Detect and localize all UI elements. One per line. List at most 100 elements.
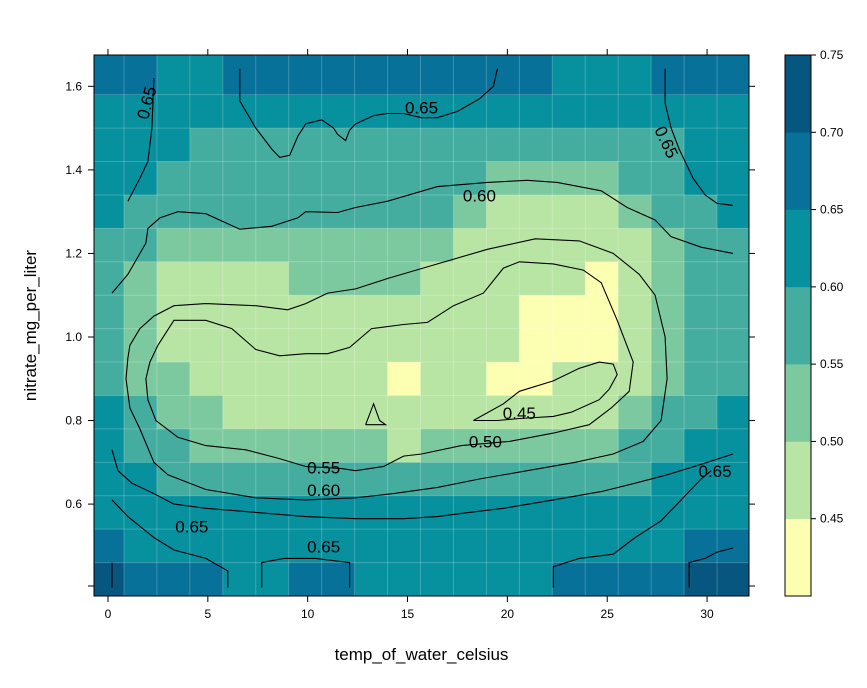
heatmap-cell xyxy=(684,362,718,396)
heatmap-cell xyxy=(552,295,586,330)
contour-label: 0.55 xyxy=(307,458,340,477)
heatmap-cell xyxy=(255,529,290,564)
contour-line xyxy=(664,68,734,206)
heatmap-cell xyxy=(453,261,487,296)
heatmap-cell xyxy=(420,529,454,564)
heatmap-cell xyxy=(717,328,750,363)
colorkey-swatch xyxy=(785,286,811,365)
heatmap-cell xyxy=(222,495,257,530)
heatmap-cell xyxy=(189,228,224,263)
heatmap-cell xyxy=(717,395,750,430)
heatmap-cell xyxy=(552,94,586,129)
heatmap-cell xyxy=(321,428,356,463)
heatmap-cell xyxy=(387,228,422,263)
heatmap-cell xyxy=(651,428,685,463)
contour-line xyxy=(111,179,734,294)
contour-label: 0.65 xyxy=(699,462,732,481)
heatmap-cell xyxy=(387,328,422,363)
heatmap-cell xyxy=(585,295,619,330)
colorkey-label: 0.75 xyxy=(820,48,844,62)
heatmap-cell xyxy=(585,428,619,463)
contour-label: 0.65 xyxy=(175,517,208,536)
heatmap-cell xyxy=(684,395,718,430)
heatmap-cell xyxy=(94,395,125,430)
heatmap-cell xyxy=(585,462,619,497)
heatmap-cell xyxy=(94,529,125,564)
heatmap-cell xyxy=(288,94,323,129)
heatmap-cell xyxy=(486,128,520,163)
heatmap-cell xyxy=(94,562,125,597)
heatmap-cell xyxy=(552,562,586,597)
heatmap-cell xyxy=(255,94,290,129)
heatmap-cell xyxy=(420,194,454,229)
heatmap-cell xyxy=(585,562,619,597)
heatmap-cell xyxy=(222,428,257,463)
heatmap-cell xyxy=(519,529,553,564)
heatmap-cell xyxy=(94,295,125,330)
heatmap-cell xyxy=(288,228,323,263)
heatmap-cell xyxy=(486,261,520,296)
heatmap-cell xyxy=(519,261,553,296)
heatmap-cell xyxy=(552,55,586,96)
heatmap-cell xyxy=(354,295,389,330)
heatmap-cell xyxy=(585,161,619,196)
heatmap-cell xyxy=(156,562,191,597)
contour-line xyxy=(261,557,351,588)
heatmap-cell xyxy=(94,328,125,363)
heatmap-cell xyxy=(684,562,718,597)
heatmap-cell xyxy=(288,261,323,296)
heatmap-cell xyxy=(519,295,553,330)
heatmap-cell xyxy=(222,395,257,430)
y-tick-label: 1.6 xyxy=(65,79,82,93)
heatmap-cell xyxy=(321,228,356,263)
heatmap-cell xyxy=(189,562,224,597)
heatmap-cell xyxy=(94,94,125,129)
x-axis-title: temp_of_water_celsius xyxy=(335,645,509,664)
heatmap-cell xyxy=(684,328,718,363)
heatmap-cell xyxy=(585,261,619,296)
heatmap-cell xyxy=(618,128,652,163)
heatmap-cell xyxy=(453,328,487,363)
heatmap-cell xyxy=(321,362,356,396)
heatmap-cell xyxy=(387,462,422,497)
x-tick-label: 0 xyxy=(105,607,112,621)
heatmap-cell xyxy=(94,261,125,296)
contour-label: 0.60 xyxy=(463,187,496,206)
heatmap-cell xyxy=(519,94,553,129)
heatmap-cell xyxy=(387,194,422,229)
colorkey-swatch xyxy=(785,55,811,133)
heatmap-cell xyxy=(684,55,718,96)
heatmap-cell xyxy=(321,128,356,163)
heatmap-cell xyxy=(123,161,158,196)
heatmap-cell xyxy=(717,562,750,597)
colorkey-swatch xyxy=(785,132,811,210)
heatmap-cell xyxy=(156,495,191,530)
heatmap-cell xyxy=(387,128,422,163)
heatmap-cell xyxy=(618,261,652,296)
heatmap-cell xyxy=(684,495,718,530)
heatmap-cell xyxy=(189,529,224,564)
heatmap-cell xyxy=(453,562,487,597)
heatmap-cell xyxy=(354,529,389,564)
heatmap-cell xyxy=(552,328,586,363)
colorkey-label: 0.65 xyxy=(820,203,844,217)
heatmap-cell xyxy=(717,161,750,196)
heatmap-cell xyxy=(420,428,454,463)
heatmap-cell xyxy=(387,529,422,564)
heatmap-cell xyxy=(618,362,652,396)
contour-label: 0.60 xyxy=(307,481,340,500)
heatmap-cell xyxy=(552,161,586,196)
heatmap-cell xyxy=(156,529,191,564)
heatmap-cell xyxy=(453,462,487,497)
heatmap-cell xyxy=(387,562,422,597)
heatmap-cell xyxy=(94,128,125,163)
heatmap-cell xyxy=(255,328,290,363)
heatmap-cell xyxy=(321,295,356,330)
heatmap-cell xyxy=(453,161,487,196)
heatmap-cell xyxy=(651,94,685,129)
heatmap-cell xyxy=(651,462,685,497)
heatmap-cell xyxy=(585,55,619,96)
heatmap-cell xyxy=(321,94,356,129)
heatmap-cell xyxy=(651,261,685,296)
y-tick-label: 0.8 xyxy=(65,414,82,428)
